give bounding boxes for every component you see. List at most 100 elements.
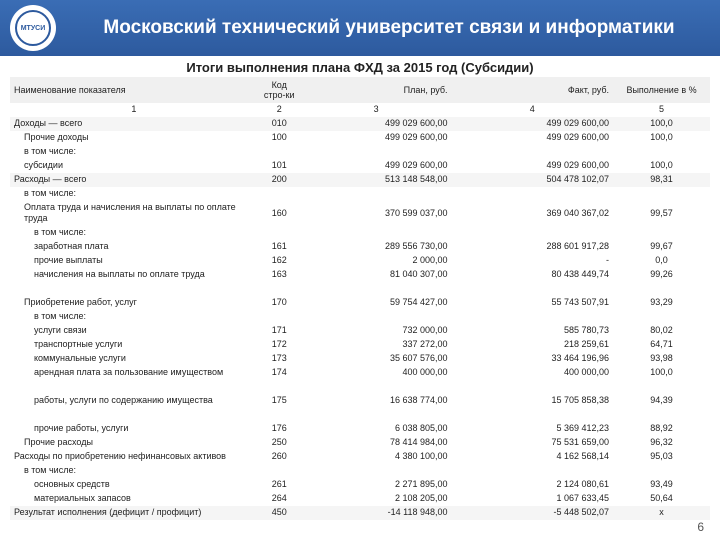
cell-fact: 288 601 917,28 (452, 240, 614, 254)
cell-name: материальных запасов (10, 492, 258, 506)
cell-code: 176 (258, 422, 301, 436)
cell-pct: 99,67 (613, 240, 710, 254)
cell-fact: 15 705 858,38 (452, 394, 614, 408)
cell-pct (613, 408, 710, 422)
cell-plan: 370 599 037,00 (301, 201, 452, 226)
table-row (10, 380, 710, 394)
cell-code: 100 (258, 131, 301, 145)
cell-code: 175 (258, 394, 301, 408)
cell-fact: 499 029 600,00 (452, 117, 614, 131)
table-row: в том числе: (10, 310, 710, 324)
cell-name: коммунальные услуги (10, 352, 258, 366)
cell-code: 161 (258, 240, 301, 254)
cell-code (258, 282, 301, 296)
cell-name: субсидии (10, 159, 258, 173)
cell-code (258, 145, 301, 159)
cell-pct: 80,02 (613, 324, 710, 338)
cell-pct: 50,64 (613, 492, 710, 506)
cell-plan (301, 145, 452, 159)
cell-name (10, 408, 258, 422)
cell-name: основных средств (10, 478, 258, 492)
cell-plan: 499 029 600,00 (301, 159, 452, 173)
cell-name: Оплата труда и начисления на выплаты по … (10, 201, 258, 226)
cell-fact: 585 780,73 (452, 324, 614, 338)
cell-fact (452, 464, 614, 478)
cell-pct: 93,49 (613, 478, 710, 492)
cell-fact: 4 162 568,14 (452, 450, 614, 464)
cell-pct: 93,98 (613, 352, 710, 366)
cell-plan: 4 380 100,00 (301, 450, 452, 464)
cell-pct (613, 380, 710, 394)
university-title: Московский технический университет связи… (68, 17, 710, 40)
cell-code: 162 (258, 254, 301, 268)
col-header-name: Наименование показателя (10, 77, 258, 103)
cell-name: услуги связи (10, 324, 258, 338)
cell-name: Приобретение работ, услуг (10, 296, 258, 310)
cell-plan: 78 414 984,00 (301, 436, 452, 450)
cell-code (258, 226, 301, 240)
cell-name: Результат исполнения (дефицит / профицит… (10, 506, 258, 520)
cell-pct: 0,0 (613, 254, 710, 268)
cell-code: 261 (258, 478, 301, 492)
col-header-pct: Выполнение в % (613, 77, 710, 103)
cell-fact (452, 282, 614, 296)
cell-pct: 93,29 (613, 296, 710, 310)
table-row: начисления на выплаты по оплате труда163… (10, 268, 710, 282)
cell-pct (613, 187, 710, 201)
table-row: прочие работы, услуги1766 038 805,005 36… (10, 422, 710, 436)
cell-name: прочие работы, услуги (10, 422, 258, 436)
cell-fact: - (452, 254, 614, 268)
cell-code: 173 (258, 352, 301, 366)
cell-code: 163 (258, 268, 301, 282)
cell-plan: 81 040 307,00 (301, 268, 452, 282)
cell-fact: 2 124 080,61 (452, 478, 614, 492)
table-row: в том числе: (10, 226, 710, 240)
table-row: Доходы — всего010499 029 600,00499 029 6… (10, 117, 710, 131)
col-header-code: Код стро-ки (258, 77, 301, 103)
cell-pct (613, 464, 710, 478)
cell-plan: 499 029 600,00 (301, 131, 452, 145)
cell-pct: 95,03 (613, 450, 710, 464)
cell-name: в том числе: (10, 226, 258, 240)
cell-plan (301, 226, 452, 240)
cell-fact (452, 187, 614, 201)
cell-plan (301, 408, 452, 422)
table-row: в том числе: (10, 187, 710, 201)
table-row: основных средств2612 271 895,002 124 080… (10, 478, 710, 492)
col-num-5: 5 (613, 103, 710, 117)
cell-plan: 35 607 576,00 (301, 352, 452, 366)
cell-name (10, 380, 258, 394)
cell-fact: 1 067 633,45 (452, 492, 614, 506)
cell-pct: 99,26 (613, 268, 710, 282)
cell-plan: 513 148 548,00 (301, 173, 452, 187)
table-header-row: Наименование показателя Код стро-ки План… (10, 77, 710, 103)
cell-pct: x (613, 506, 710, 520)
report-subtitle: Итоги выполнения плана ФХД за 2015 год (… (0, 56, 720, 77)
cell-pct: 64,71 (613, 338, 710, 352)
table-row: Приобретение работ, услуг17059 754 427,0… (10, 296, 710, 310)
cell-name (10, 282, 258, 296)
cell-name: Прочие расходы (10, 436, 258, 450)
logo-text: МТУСИ (15, 10, 51, 46)
cell-code (258, 464, 301, 478)
cell-code: 264 (258, 492, 301, 506)
table-row (10, 408, 710, 422)
col-num-1: 1 (10, 103, 258, 117)
cell-plan: -14 118 948,00 (301, 506, 452, 520)
financial-table: Наименование показателя Код стро-ки План… (10, 77, 710, 520)
table-row: услуги связи171732 000,00585 780,7380,02 (10, 324, 710, 338)
col-header-plan: План, руб. (301, 77, 452, 103)
cell-plan (301, 380, 452, 394)
cell-fact: -5 448 502,07 (452, 506, 614, 520)
cell-pct (613, 145, 710, 159)
cell-pct: 94,39 (613, 394, 710, 408)
cell-plan: 2 271 895,00 (301, 478, 452, 492)
table-row: в том числе: (10, 464, 710, 478)
table-row: транспортные услуги172337 272,00218 259,… (10, 338, 710, 352)
cell-fact: 55 743 507,91 (452, 296, 614, 310)
cell-plan: 499 029 600,00 (301, 117, 452, 131)
col-num-4: 4 (452, 103, 614, 117)
cell-fact: 80 438 449,74 (452, 268, 614, 282)
cell-code: 250 (258, 436, 301, 450)
cell-name: транспортные услуги (10, 338, 258, 352)
